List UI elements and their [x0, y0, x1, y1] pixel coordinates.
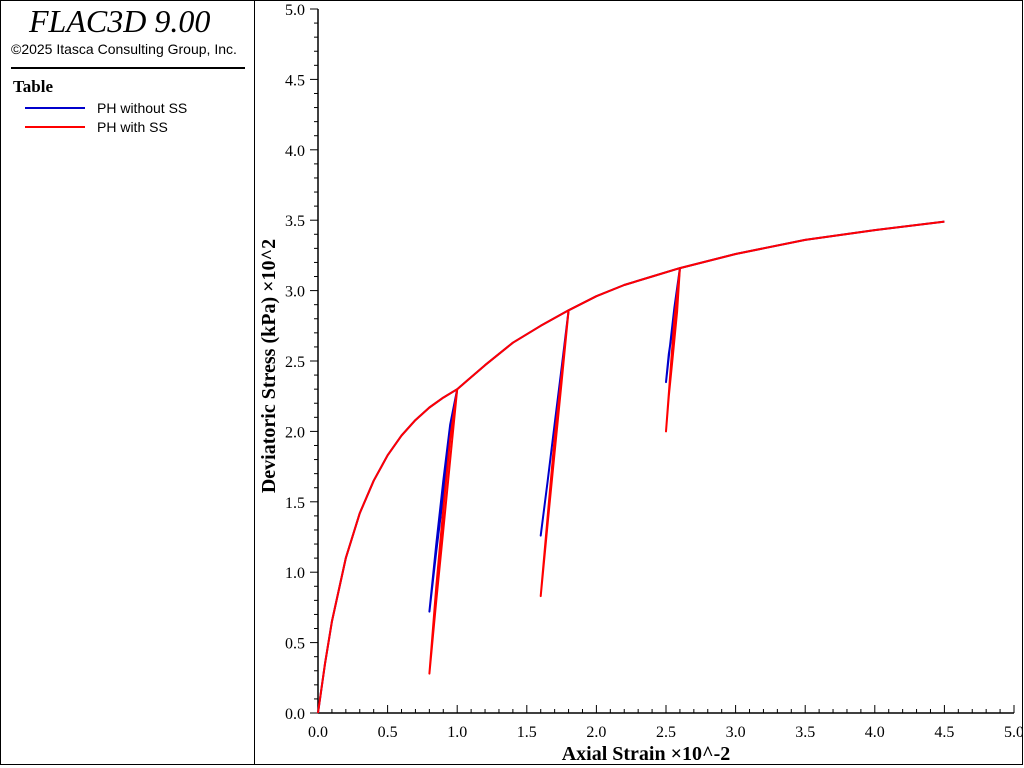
y-tick-label: 2.0: [285, 424, 305, 441]
x-tick-label: 1.5: [517, 724, 537, 741]
legend-label: PH with SS: [97, 119, 168, 135]
copyright-text: ©2025 Itasca Consulting Group, Inc.: [11, 41, 237, 57]
legend-swatch-blue: [25, 107, 85, 109]
x-tick-label: 0.5: [378, 724, 398, 741]
legend-item-ph-without-ss: PH without SS: [25, 100, 187, 116]
y-tick-label: 4.0: [285, 143, 305, 160]
x-tick-label: 4.0: [865, 724, 885, 741]
x-tick-label: 4.5: [934, 724, 954, 741]
y-tick-label: 1.5: [285, 495, 305, 512]
legend-heading: Table: [13, 77, 54, 96]
y-axis-title: Deviatoric Stress (kPa) ×10^2: [258, 239, 280, 493]
y-tick-label: 3.0: [285, 284, 305, 301]
plot-panel: 0.0 0.5 1.0 1.5 2.0 2.5 3.0 3.5 4.0 4.5 5.0 0.0 0.5 1…: [255, 0, 1023, 765]
y-tick-label: 1.0: [285, 565, 305, 582]
x-tick-label: 2.5: [656, 724, 676, 741]
x-tick-label: 5.0: [1004, 724, 1022, 741]
chart: 0.0 0.5 1.0 1.5 2.0 2.5 3.0 3.5 4.0 4.5 5.0 0.0 0.5 1…: [258, 2, 1022, 765]
x-tick-label: 3.0: [726, 724, 746, 741]
legend-divider: [11, 67, 245, 69]
x-tick-label: 0.0: [308, 724, 328, 741]
x-tick-label: 1.0: [447, 724, 467, 741]
legend-label: PH without SS: [97, 100, 188, 116]
series-line-ph-without-ss: [317, 220, 945, 714]
x-axis-title: Axial Strain ×10^-2: [562, 743, 731, 765]
legend-item-ph-with-ss: PH with SS: [25, 119, 168, 135]
y-tick-label: 4.5: [285, 72, 305, 89]
y-tick-label: 0.5: [285, 636, 305, 653]
legend-panel: FLAC3D 9.00 ©2025 Itasca Consulting Grou…: [0, 0, 255, 765]
x-tick-label: 3.5: [795, 724, 815, 741]
series-line-ph-with-ss: [317, 220, 945, 714]
x-tick-label: 2.0: [586, 724, 606, 741]
y-tick-label: 0.0: [285, 706, 305, 723]
app-title: FLAC3D 9.00: [29, 3, 211, 39]
y-tick-label: 3.5: [285, 213, 305, 230]
y-tick-label: 2.5: [285, 354, 305, 371]
y-tick-label: 5.0: [285, 2, 305, 19]
legend-swatch-red: [25, 126, 85, 128]
